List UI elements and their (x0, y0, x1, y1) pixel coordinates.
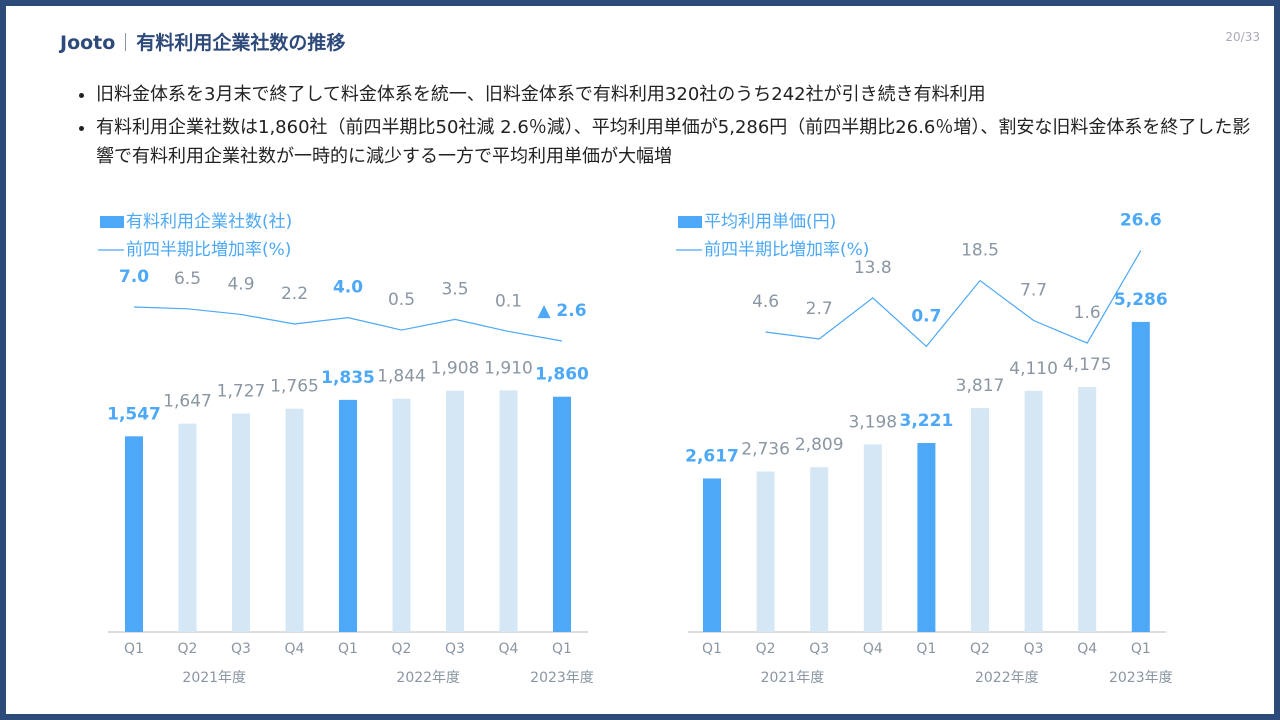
bar (446, 390, 464, 632)
bar-value-label: 1,844 (377, 367, 426, 387)
x-tick-label: Q2 (392, 641, 412, 657)
bar-value-label: 1,910 (484, 358, 533, 378)
line-value-label: 4.0 (333, 278, 363, 298)
line-series (765, 250, 1142, 348)
line-value-label: 2.7 (806, 299, 833, 319)
brand: Jooto (60, 32, 116, 54)
charts: 有料利用企業社数(社) 前四半期比増加率(%) Q1 Q2 Q3 Q4 Q1 Q2 Q3 Q4 Q1… (98, 211, 1173, 686)
bar (971, 408, 989, 632)
x-tick-label: Q3 (1024, 641, 1044, 657)
x-tick-label: Q3 (809, 641, 829, 657)
x-tick-label: Q2 (178, 641, 198, 657)
bar-value-label: 4,110 (1009, 359, 1058, 379)
slide-title: 有料利用企業社数の推移 (136, 32, 346, 54)
bar-value-label: 1,547 (107, 404, 161, 424)
legend-label: 前四半期比増加率(%) (126, 240, 291, 260)
line-value-label: 6.5 (174, 269, 201, 289)
line-value-label: 7.7 (1020, 281, 1047, 301)
x-tick-label: Q1 (916, 641, 936, 657)
header: Jooto 有料利用企業社数の推移 (60, 28, 345, 55)
x-tick-label: Q4 (285, 641, 305, 657)
line-value-label: 4.6 (752, 292, 779, 312)
bar (1131, 321, 1150, 632)
legend-swatch (100, 216, 124, 228)
bar (810, 467, 829, 632)
bar-value-label: 1,835 (321, 368, 375, 388)
bar-value-label: 5,286 (1114, 290, 1168, 310)
bar (917, 443, 936, 632)
x-group-label: 2022年度 (975, 670, 1039, 686)
x-tick-label: Q4 (1077, 641, 1097, 657)
line-value-label: 0.7 (911, 306, 941, 326)
bar-value-label: 4,175 (1063, 355, 1112, 375)
x-tick-label: Q4 (499, 641, 519, 657)
line-value-label: 7.0 (119, 267, 149, 287)
line-value-label: 26.6 (1120, 211, 1162, 231)
bar (1078, 387, 1097, 632)
bullet-list: 旧料金体系を3月末で終了して料金体系を統一、旧料金体系で有料利用320社のうち2… (62, 80, 1256, 175)
line-value-label: 13.8 (854, 258, 892, 278)
bar (392, 398, 411, 632)
bar-value-label: 1,727 (217, 382, 266, 402)
line-value-label: 0.1 (495, 291, 522, 311)
legend-label: 有料利用企業社数(社) (126, 212, 292, 232)
x-tick-label: Q3 (445, 641, 465, 657)
bullet: 旧料金体系を3月末で終了して料金体系を統一、旧料金体系で有料利用320社のうち2… (96, 80, 1256, 109)
bar-value-label: 1,765 (270, 377, 319, 397)
bar (232, 413, 250, 632)
x-group-label: 2021年度 (182, 670, 246, 686)
x-tick-label: Q2 (970, 641, 990, 657)
bar (125, 436, 143, 632)
bar-value-label: 2,617 (685, 446, 739, 466)
line-value-label: 18.5 (961, 241, 999, 261)
x-tick-label: Q1 (552, 641, 572, 657)
x-tick-label: Q4 (863, 641, 883, 657)
x-tick-label: Q1 (124, 641, 144, 657)
bar-value-label: 1,647 (163, 392, 212, 412)
bar-value-label: 1,860 (535, 365, 589, 385)
legend-swatch (678, 216, 702, 228)
line-value-label: 0.5 (388, 290, 415, 310)
separator (125, 33, 127, 51)
x-group-label: 2021年度 (761, 670, 825, 686)
line-value-label: 1.6 (1074, 303, 1101, 323)
x-group-label: 2023年度 (530, 670, 594, 686)
x-tick-label: Q1 (702, 641, 722, 657)
page-number: 20/33 (1225, 30, 1260, 44)
line-series (133, 306, 563, 342)
bar (863, 444, 882, 632)
bar-value-label: 2,736 (741, 439, 790, 459)
x-group-label: 2023年度 (1109, 670, 1173, 686)
line-value-label: 3.5 (441, 279, 468, 299)
bar (553, 396, 571, 632)
bar-value-label: 1,908 (431, 359, 480, 379)
bar (1024, 390, 1043, 632)
bar (285, 408, 304, 632)
line-value-label: 4.9 (227, 274, 254, 294)
bar-value-label: 3,198 (848, 412, 897, 432)
bar (178, 423, 197, 632)
bar-value-label: 3,221 (900, 411, 954, 431)
bullet: 有料利用企業社数は1,860社（前四半期比50社減 2.6％減）、平均利用単価が… (96, 113, 1256, 171)
x-group-label: 2022年度 (396, 670, 460, 686)
bar (703, 478, 721, 632)
x-tick-label: Q3 (231, 641, 251, 657)
bar (499, 390, 518, 632)
x-tick-label: Q1 (338, 641, 358, 657)
x-tick-label: Q1 (1131, 641, 1151, 657)
bar (756, 471, 775, 632)
bar (339, 399, 357, 632)
line-value-label: ▲ 2.6 (537, 301, 586, 321)
bar-value-label: 3,817 (956, 376, 1005, 396)
legend-label: 前四半期比増加率(%) (704, 240, 869, 260)
legend-label: 平均利用単価(円) (704, 212, 836, 232)
bar-value-label: 2,809 (795, 435, 844, 455)
line-value-label: 2.2 (281, 284, 308, 304)
x-tick-label: Q2 (756, 641, 776, 657)
